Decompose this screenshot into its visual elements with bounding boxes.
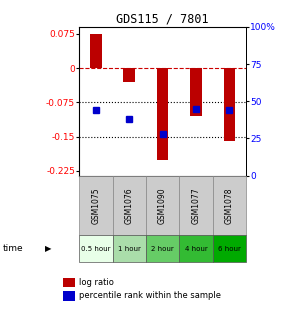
Bar	[146, 176, 179, 235]
Text: ▶: ▶	[45, 244, 52, 253]
Bar	[90, 34, 102, 68]
Bar	[224, 68, 235, 141]
Bar	[79, 235, 113, 262]
Text: 6 hour: 6 hour	[218, 246, 241, 252]
Text: GSM1090: GSM1090	[158, 187, 167, 224]
Text: percentile rank within the sample: percentile rank within the sample	[79, 291, 221, 300]
Text: GSM1076: GSM1076	[125, 187, 134, 224]
Bar	[179, 235, 213, 262]
Bar	[79, 176, 113, 235]
Text: 2 hour: 2 hour	[151, 246, 174, 252]
Text: log ratio: log ratio	[79, 278, 114, 287]
Bar	[213, 176, 246, 235]
Title: GDS115 / 7801: GDS115 / 7801	[116, 13, 209, 26]
Bar	[179, 176, 213, 235]
Text: GSM1077: GSM1077	[192, 187, 200, 224]
Bar	[113, 235, 146, 262]
Bar	[157, 68, 168, 160]
Bar	[190, 68, 202, 116]
Bar	[146, 235, 179, 262]
Text: 0.5 hour: 0.5 hour	[81, 246, 110, 252]
Text: 1 hour: 1 hour	[118, 246, 141, 252]
Text: GSM1078: GSM1078	[225, 187, 234, 223]
Text: 4 hour: 4 hour	[185, 246, 207, 252]
Bar	[113, 176, 146, 235]
Bar	[213, 235, 246, 262]
Text: GSM1075: GSM1075	[91, 187, 100, 224]
Bar	[123, 68, 135, 82]
Text: time: time	[3, 244, 23, 253]
